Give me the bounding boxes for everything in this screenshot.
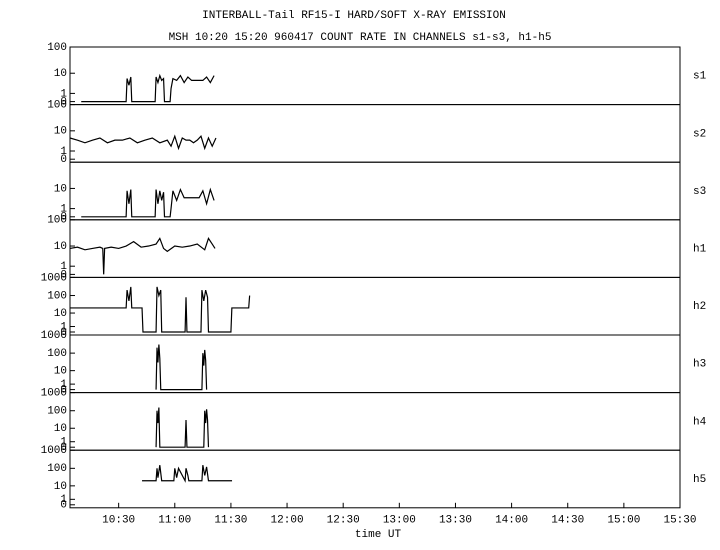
x-tick-label: 12:30: [327, 515, 360, 527]
x-axis-label: time UT: [355, 529, 402, 541]
x-tick-label: 14:00: [495, 515, 528, 527]
y-tick-label: 10: [54, 308, 67, 320]
series-line: [142, 465, 233, 483]
series-line: [155, 344, 208, 391]
y-tick-label: 0: [60, 442, 67, 454]
y-tick-label: 0: [60, 154, 67, 166]
series-line: [155, 407, 210, 448]
y-tick-label: 10: [54, 183, 67, 195]
y-tick-label: 10: [54, 366, 67, 378]
x-tick-label: 13:00: [383, 515, 416, 527]
y-tick-label: 1: [60, 88, 67, 100]
panel-frame: [69, 334, 681, 394]
y-tick-label: 100: [47, 463, 67, 475]
y-tick-label: 100: [47, 215, 67, 227]
y-tick-label: 100: [47, 406, 67, 418]
panel-frame: [69, 392, 681, 451]
panel-frame: [69, 219, 681, 278]
x-tick-label: 15:30: [663, 515, 696, 527]
y-tick-label: 1000: [41, 330, 67, 342]
y-tick-label: 10: [54, 241, 67, 253]
x-tick-label: 14:30: [551, 515, 584, 527]
y-tick-label: 100: [47, 100, 67, 112]
y-tick-label: 1: [60, 204, 67, 216]
x-tick-label: 11:00: [158, 515, 191, 527]
y-tick-label: 100: [47, 348, 67, 360]
y-tick-label: 1: [60, 494, 67, 506]
y-tick-label: 0: [60, 385, 67, 397]
series-label: h2: [693, 301, 706, 313]
y-tick-label: 1: [60, 261, 67, 273]
series-label: s1: [693, 71, 707, 83]
panel-frame: [69, 161, 681, 221]
y-tick-label: 1000: [41, 388, 67, 400]
y-tick-label: 10: [54, 423, 67, 435]
x-tick-label: 11:30: [214, 515, 247, 527]
x-tick-label: 13:30: [439, 515, 472, 527]
series-label: h3: [693, 359, 706, 371]
y-tick-label: 0: [60, 212, 67, 224]
y-tick-label: 1000: [41, 445, 67, 457]
series-line: [69, 237, 216, 275]
y-tick-label: 1000: [41, 272, 67, 284]
series-label: h1: [693, 244, 707, 256]
series-label: s3: [693, 186, 706, 198]
series-line: [81, 73, 215, 103]
series-line: [70, 286, 251, 333]
y-tick-label: 1: [60, 321, 67, 333]
series-label: h4: [693, 416, 707, 428]
y-tick-label: 10: [54, 68, 67, 80]
chart-title: INTERBALL-Tail RF15-I HARD/SOFT X-RAY EM…: [202, 10, 506, 22]
panel-frame: [69, 449, 681, 509]
series-label: h5: [693, 474, 706, 486]
y-tick-label: 1: [60, 379, 67, 391]
y-tick-label: 1: [60, 437, 67, 449]
y-tick-label: 0: [60, 269, 67, 281]
x-tick-label: 10:30: [102, 515, 135, 527]
y-tick-label: 10: [54, 481, 67, 493]
y-tick-label: 1: [60, 146, 67, 158]
x-tick-label: 12:00: [271, 515, 304, 527]
panel-frame: [69, 104, 681, 163]
x-tick-label: 15:00: [607, 515, 640, 527]
y-tick-label: 0: [60, 327, 67, 339]
y-tick-label: 100: [47, 42, 67, 54]
y-tick-label: 0: [60, 97, 67, 109]
series-line: [81, 187, 215, 218]
series-label: s2: [693, 128, 706, 140]
y-tick-label: 10: [54, 126, 67, 138]
panel-frame: [69, 46, 681, 106]
y-tick-label: 0: [60, 500, 67, 512]
series-line: [69, 134, 217, 151]
chart-subtitle: MSH 10:20 15:20 960417 COUNT RATE IN CHA…: [169, 32, 552, 44]
y-tick-label: 100: [47, 290, 67, 302]
